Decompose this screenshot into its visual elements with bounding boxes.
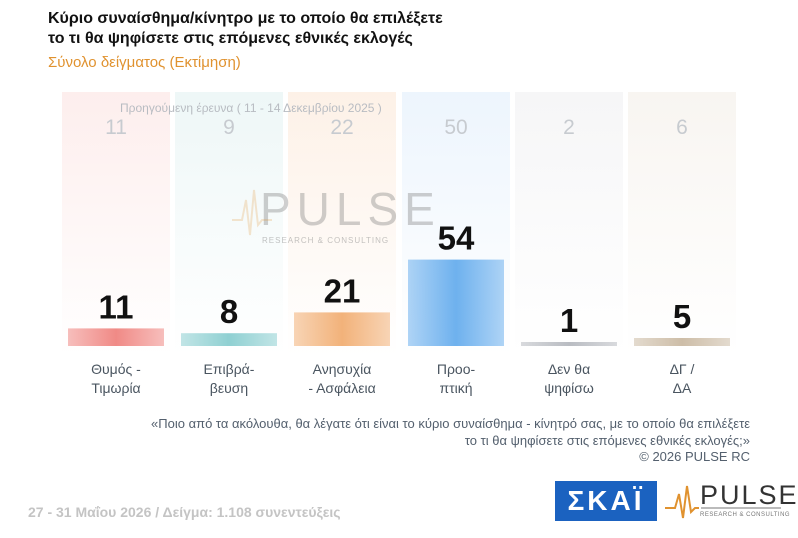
bar [181, 333, 277, 346]
category-label-line: ΔΑ [672, 380, 692, 396]
bar-value-label: 54 [438, 220, 475, 257]
watermark-subtext: RESEARCH & CONSULTING [262, 236, 390, 245]
category-label-line: πτική [439, 380, 473, 396]
category-label: Θυμός - Τιμωρία [61, 360, 171, 398]
column-background [175, 92, 283, 356]
category-label-line: Ανησυχία [312, 361, 372, 377]
previous-value: 9 [223, 116, 235, 139]
previous-value: 11 [105, 116, 127, 139]
column-background [515, 92, 623, 356]
copyright: © 2026 PULSE RC [639, 449, 750, 464]
previous-value: 6 [676, 116, 688, 139]
previous-value: 2 [563, 116, 575, 139]
previous-value: 22 [330, 116, 354, 139]
category-label: ΔΓ / ΔΑ [627, 360, 737, 398]
bar [408, 259, 504, 346]
bar-value-label: 11 [99, 288, 134, 325]
category-label-line: ΔΓ / [669, 361, 695, 377]
chart-title: Κύριο συναίσθημα/κίνητρο με το οποίο θα … [48, 9, 508, 49]
column-background [62, 92, 170, 356]
previous-survey-label: Προηγούμενη έρευνα ( 11 - 14 Δεκεμβρίου … [120, 101, 382, 115]
pulse-logo-word: PULSE [700, 480, 798, 510]
pulse-logo-subtext: RESEARCH & CONSULTING [700, 512, 791, 518]
category-label-line: Τιμωρία [91, 380, 141, 396]
chart-title-line-2: το τι θα ψηφίσετε στις επόμενες εθνικές … [48, 30, 413, 47]
bar-value-label: 8 [220, 293, 238, 330]
bar [634, 338, 730, 346]
bar-value-label: 5 [673, 298, 691, 335]
previous-value: 50 [444, 116, 468, 139]
category-label-line: ψηφίσω [544, 380, 594, 396]
bar [521, 342, 617, 346]
category-label: Προο-πτική [401, 360, 511, 398]
category-label: Ανησυχία - Ασφάλεια [287, 360, 397, 398]
category-label: Δεν θα ψηφίσω [514, 360, 624, 398]
survey-question-line-1: «Ποιο από τα ακόλουθα, θα λέγατε ότι είν… [151, 416, 750, 431]
footer-fieldwork: 27 - 31 Μαΐου 2026 / Δείγμα: 1.108 συνεν… [28, 504, 341, 520]
column-background [288, 92, 396, 356]
bar [294, 312, 390, 346]
category-label-line: Θυμός - [91, 361, 141, 377]
category-label-line: - Ασφάλεια [308, 380, 376, 396]
skai-logo: ΣΚΑΪ [555, 481, 657, 521]
category-label-line: Επιβρά- [203, 361, 255, 377]
chart-subtitle: Σύνολο δείγματος (Εκτίμηση) [48, 54, 241, 71]
category-label-line: Δεν θα [547, 361, 591, 377]
survey-question: «Ποιο από τα ακόλουθα, θα λέγατε ότι είν… [110, 415, 750, 449]
bar [68, 328, 164, 346]
category-label-line: Προο- [436, 361, 476, 377]
column-background [628, 92, 736, 356]
bar-value-label: 21 [324, 272, 361, 309]
chart-title-line-1: Κύριο συναίσθημα/κίνητρο με το οποίο θα … [48, 10, 443, 27]
pulse-logo-icon [665, 485, 781, 519]
category-label-line: βευση [209, 380, 249, 396]
watermark-pulse-icon [232, 189, 272, 236]
watermark-text: PULSE [260, 183, 441, 235]
survey-question-line-2: το τι θα ψηφίσετε στις επόμενες εθνικές … [464, 433, 750, 448]
category-label: Επιβρά-βευση [174, 360, 284, 398]
bar-value-label: 1 [560, 302, 578, 339]
